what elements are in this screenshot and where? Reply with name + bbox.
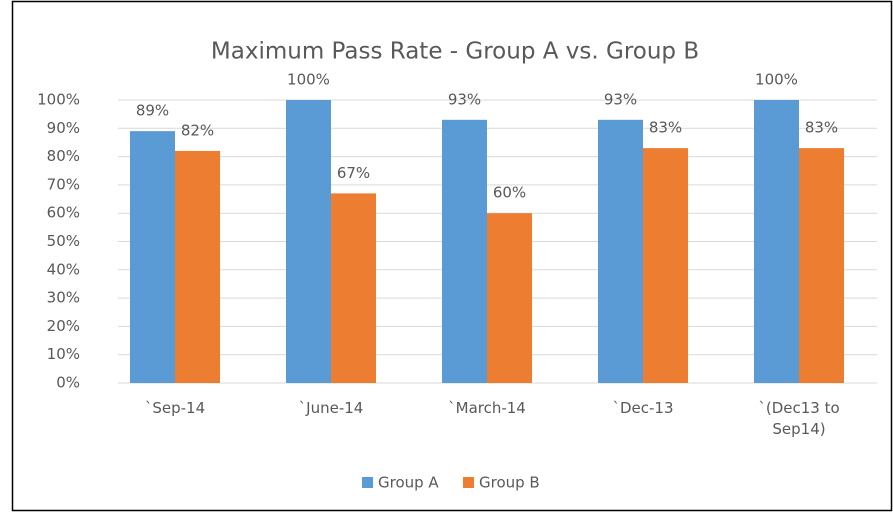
y-tick-label: 10% (47, 345, 80, 363)
x-tick-label: `(Dec13 to Sep14) (758, 399, 840, 438)
data-label: 82% (181, 121, 214, 139)
bar (598, 119, 643, 383)
y-tick-label: 60% (47, 204, 80, 222)
data-label: 60% (493, 184, 526, 202)
bar (643, 148, 688, 383)
data-label: 93% (604, 90, 637, 108)
y-tick-label: 70% (47, 175, 80, 193)
data-label: 89% (136, 102, 169, 120)
bar (130, 131, 175, 383)
data-label: 100% (755, 71, 798, 89)
bar (754, 100, 799, 383)
y-tick-label: 50% (47, 232, 80, 250)
y-tick-label: 90% (47, 119, 80, 137)
bar (442, 119, 487, 383)
legend-label: Group B (479, 474, 540, 492)
x-tick-label: `March-14 (448, 399, 526, 417)
y-tick-label: 0% (56, 374, 80, 392)
data-label: 83% (805, 119, 838, 137)
bar (331, 193, 376, 383)
y-tick-label: 100% (37, 91, 80, 109)
data-label: 93% (448, 90, 481, 108)
data-label: 67% (337, 164, 370, 182)
x-tick-label: `June-14 (298, 399, 364, 417)
bar (487, 213, 532, 383)
bar (175, 150, 220, 383)
y-tick-label: 20% (47, 317, 80, 335)
y-tick-label: 30% (47, 289, 80, 307)
y-tick-label: 80% (47, 147, 80, 165)
chart-title: Maximum Pass Rate - Group A vs. Group B (211, 39, 699, 65)
legend-swatch (463, 477, 474, 488)
data-label: 83% (649, 119, 682, 137)
y-tick-label: 40% (47, 260, 80, 278)
legend-label: Group A (378, 474, 439, 492)
bar (799, 148, 844, 383)
x-tick-label: `Dec-13 (612, 399, 674, 417)
x-tick-label: `Sep-14 (144, 399, 206, 417)
bar (286, 100, 331, 383)
legend-swatch (362, 477, 373, 488)
data-label: 100% (287, 71, 330, 89)
